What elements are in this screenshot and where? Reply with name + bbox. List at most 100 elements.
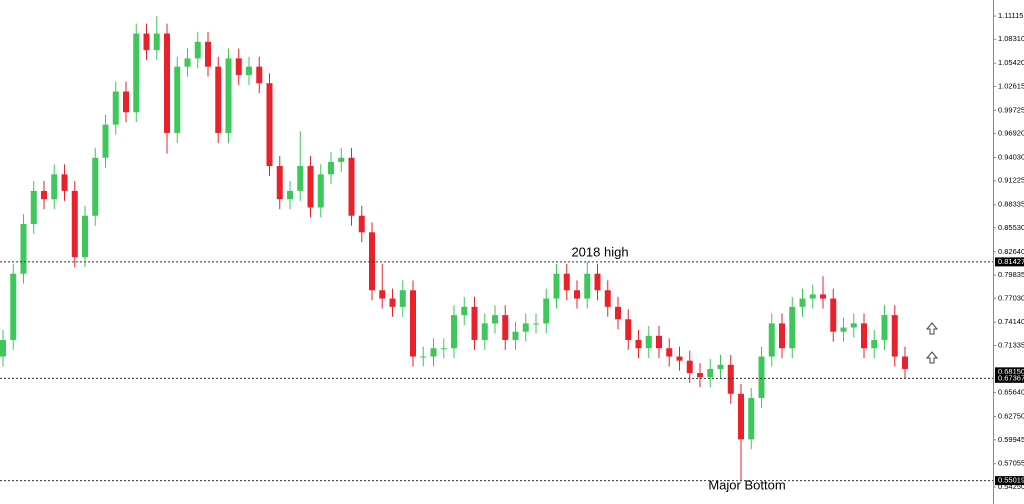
candle-body	[727, 364, 734, 394]
candle-body	[164, 33, 170, 133]
y-tick-label: 0.91225	[998, 176, 1024, 185]
candle-body	[789, 306, 796, 349]
candle-body	[276, 166, 283, 200]
candle-body	[594, 273, 601, 291]
candle-body	[266, 83, 273, 167]
candle-body	[41, 190, 47, 200]
y-tick-label: 0.59945	[998, 435, 1024, 444]
y-tick-label: 0.94030	[998, 153, 1024, 162]
candle-body	[71, 190, 78, 258]
y-tick-label: 0.71335	[998, 340, 1024, 349]
price-marker-label: 0.68150	[998, 367, 1024, 376]
price-marker-box	[995, 373, 1024, 383]
candle-body	[891, 315, 898, 357]
candle-body	[30, 190, 37, 225]
candle-body	[153, 33, 160, 51]
candle-body	[0, 339, 6, 357]
candle-body	[317, 174, 324, 208]
candle-body	[584, 273, 591, 299]
candle-body	[133, 33, 140, 113]
y-tick-label: 1.11115	[998, 11, 1023, 20]
candle-body	[625, 319, 632, 340]
y-tick-label: 0.54250	[998, 482, 1024, 491]
price-marker-box	[995, 476, 1024, 486]
y-tick-label: 0.88335	[998, 200, 1024, 209]
y-tick-label: 0.82640	[998, 247, 1024, 256]
candle-body	[881, 315, 888, 340]
y-tick-label: 0.85530	[998, 223, 1024, 232]
y-tick-label: 0.96920	[998, 129, 1024, 138]
candle-body	[820, 294, 826, 299]
candle-body	[235, 58, 242, 75]
candle-body	[492, 315, 498, 324]
y-tick-label: 1.02615	[998, 81, 1024, 90]
candle-body	[430, 348, 437, 357]
candle-body	[307, 166, 314, 208]
candle-body	[61, 174, 68, 191]
candle-body	[225, 58, 232, 133]
candle-body	[471, 306, 478, 340]
candle-body	[205, 41, 211, 67]
candle-body	[645, 335, 652, 349]
candle-body	[604, 290, 611, 307]
candle-body	[635, 339, 642, 349]
candle-body	[666, 348, 673, 357]
candle-body	[717, 364, 724, 369]
candle-body	[676, 356, 683, 361]
price-marker-label: 0.55019	[998, 476, 1024, 485]
candle-body	[369, 232, 375, 291]
candle-body	[738, 393, 744, 440]
candle-body	[358, 215, 365, 233]
candle-body	[328, 161, 334, 175]
y-tick-label: 0.62750	[998, 412, 1024, 421]
price-marker-label: 0.67367	[998, 373, 1024, 382]
candle-body	[420, 356, 427, 358]
y-tick-label: 0.77030	[998, 293, 1024, 302]
candle-body	[553, 273, 560, 299]
candle-body	[287, 190, 293, 200]
candle-body	[51, 174, 58, 200]
candle-body	[246, 66, 252, 75]
candle-body	[112, 91, 119, 125]
y-tick-label: 0.99725	[998, 105, 1024, 114]
candle-body	[20, 224, 27, 274]
candle-body	[850, 323, 857, 328]
candle-body	[399, 290, 406, 307]
candle-body	[194, 41, 201, 59]
y-tick-label: 1.08310	[998, 34, 1024, 43]
arrow-icon	[925, 322, 939, 364]
candle-body	[902, 356, 908, 369]
candle-body	[861, 323, 867, 349]
candle-body	[615, 306, 621, 320]
candle-body	[348, 157, 355, 216]
candle-body	[215, 66, 222, 133]
candle-body	[451, 315, 457, 349]
candle-body	[174, 66, 181, 133]
candle-body	[563, 273, 570, 291]
y-tick-label: 0.79835	[998, 270, 1024, 279]
candle-body	[574, 290, 580, 299]
candle-body	[871, 339, 878, 349]
price-marker-label: 0.81427	[998, 257, 1024, 266]
candle-body	[656, 335, 662, 349]
candle-body	[830, 298, 837, 332]
annotation: Major Bottom	[708, 477, 785, 492]
price-marker-box	[995, 257, 1024, 267]
candle-body	[768, 323, 775, 357]
candle-body	[256, 66, 263, 84]
candle-body	[543, 298, 550, 324]
candle-body	[533, 323, 539, 325]
candle-body	[461, 306, 468, 316]
annotation: 2018 high	[571, 244, 628, 259]
y-tick-label: 0.74140	[998, 317, 1024, 326]
candle-body	[809, 294, 816, 299]
candle-body	[502, 315, 509, 340]
candle-body	[410, 290, 416, 357]
candle-body	[389, 298, 396, 307]
y-tick-label: 0.57055	[998, 459, 1024, 468]
price-marker-box	[995, 367, 1024, 377]
candle-body	[707, 368, 714, 378]
candle-body	[799, 298, 806, 307]
candle-body	[779, 323, 785, 349]
